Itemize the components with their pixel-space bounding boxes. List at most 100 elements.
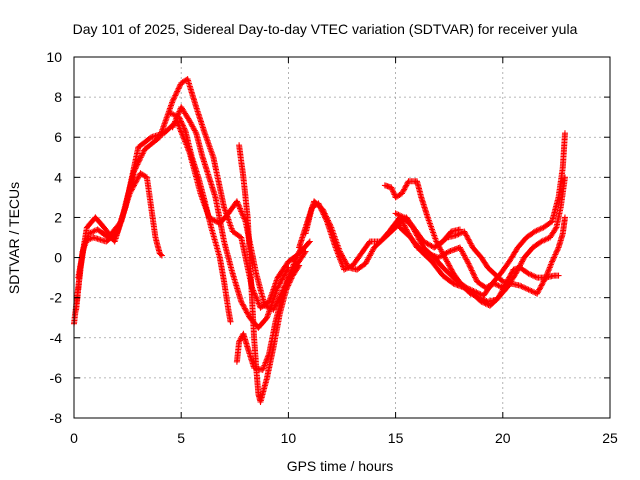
point-marks [92,214,107,230]
point-marks [469,290,484,304]
point-marks [555,165,566,201]
point-mark [227,318,234,325]
point-marks [167,110,181,120]
point-marks [424,214,439,243]
point-marks [309,201,321,211]
point-marks [201,198,214,229]
y-axis-title: SDTVAR / TECUs [6,182,22,294]
series-pass-7 [236,142,303,405]
point-marks [285,260,298,281]
point-marks [266,276,281,305]
point-marks [420,244,437,260]
grid-lines [74,57,610,418]
point-marks [523,229,537,241]
point-marks [538,235,552,245]
y-tick-label: -6 [50,370,63,386]
point-marks [229,270,244,304]
point-marks [210,154,227,209]
point-mark [158,252,165,259]
point-marks [216,254,227,284]
point-marks [532,225,546,235]
point-marks [461,284,475,296]
point-marks [341,263,355,273]
point-marks [431,254,447,272]
x-tick-label: 5 [177,430,185,446]
y-tick-label: 6 [54,129,62,145]
series-pass-13 [435,214,568,297]
point-marks [75,240,88,281]
series-pass-3 [75,170,165,281]
point-marks [199,154,212,179]
point-marks [469,244,484,260]
point-marks [188,154,201,179]
point-marks [525,286,539,296]
point-marks [233,198,248,223]
point-mark [296,262,303,269]
point-marks [441,254,456,276]
point-marks [244,214,253,259]
point-marks [514,235,529,251]
point-marks [534,275,548,297]
point-marks [399,179,411,197]
point-marks [388,184,398,199]
y-tick-label: -2 [50,290,63,306]
point-marks [302,206,315,237]
point-marks [137,170,149,180]
point-marks [377,229,392,245]
point-marks [553,206,564,231]
point-marks [221,278,232,312]
point-marks [486,295,501,309]
point-marks [184,76,199,109]
point-marks [148,204,159,239]
data-points [71,76,568,405]
point-marks [386,215,402,235]
point-marks [176,114,188,133]
point-marks [517,264,531,276]
axis-ticks: 0 5 10 15 20 25 -8 -6 -4 -2 0 2 4 6 8 10 [46,49,618,446]
point-mark [561,214,568,221]
y-tick-label: -4 [50,330,63,346]
point-marks [255,315,269,331]
point-marks [549,245,561,265]
point-marks [193,104,208,135]
point-marks [439,272,456,286]
point-marks [401,214,415,230]
point-marks [240,174,251,219]
point-marks [240,330,251,350]
point-marks [542,260,555,281]
point-marks [259,352,272,373]
point-marks [392,210,406,220]
point-marks [362,245,377,267]
point-marks [452,229,466,239]
point-marks [480,281,495,299]
point-marks [274,265,291,291]
y-tick-label: 8 [54,89,62,105]
point-marks [182,128,195,159]
point-marks [540,219,554,231]
x-axis-title: GPS time / hours [287,458,394,474]
point-marks [141,135,162,153]
y-tick-label: 2 [54,209,62,225]
point-marks [229,228,243,240]
point-marks [156,250,164,258]
point-marks [525,270,539,280]
point-marks [354,261,368,273]
point-marks [478,254,490,270]
point-marks [233,340,242,365]
point-marks [392,191,404,201]
chart-title: Day 101 of 2025, Sidereal Day-to-day VTE… [73,21,578,37]
series-pass-5 [167,110,234,325]
point-marks [212,194,227,243]
point-marks [484,264,497,276]
point-marks [529,239,544,251]
point-marks [491,270,505,284]
point-marks [264,346,277,381]
point-marks [435,235,449,249]
x-tick-label: 0 [70,430,78,446]
point-mark [561,130,568,137]
point-marks [456,244,471,266]
point-marks [103,231,119,245]
point-marks [358,239,372,257]
point-marks [246,254,255,300]
